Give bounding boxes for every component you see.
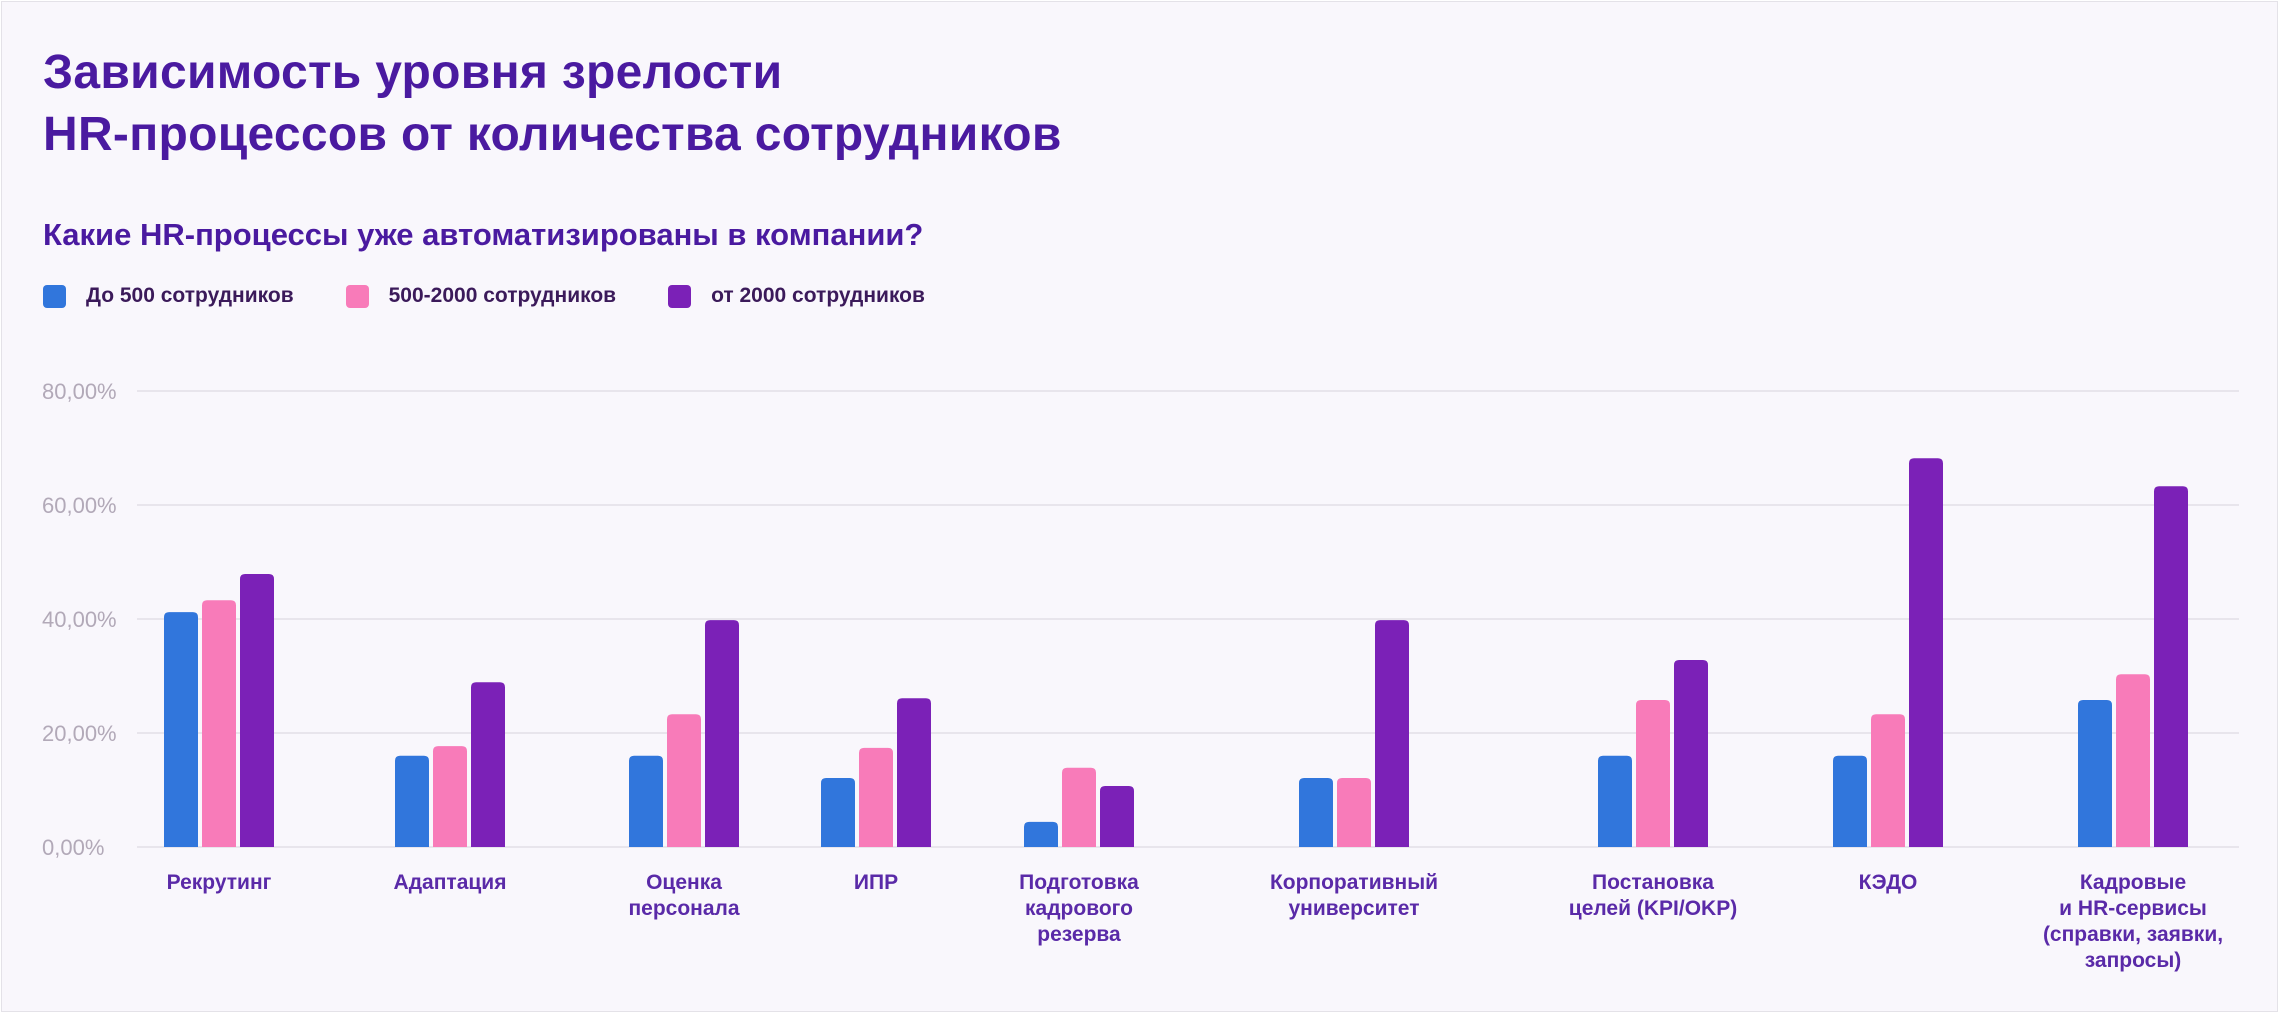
x-category-label-line: Оценка — [646, 871, 722, 894]
x-category-label-line: кадрового — [1025, 897, 1133, 920]
title-line-2: HR-процессов от количества сотрудников — [43, 108, 1062, 161]
legend-swatch-purple — [668, 284, 692, 308]
title-line-1: Зависимость уровня зрелости — [43, 46, 783, 99]
x-category-label: Корпоративный университет — [1270, 871, 1438, 920]
x-category-label-line: и HR-сервисы — [2059, 897, 2207, 920]
x-category-label-line: резерва — [1037, 923, 1121, 946]
bar — [667, 714, 701, 847]
bar — [471, 682, 505, 847]
x-category-label-line: ИПР — [854, 871, 898, 894]
legend-label: До 500 сотрудников — [86, 284, 294, 307]
bar — [1337, 778, 1371, 847]
bar — [1674, 660, 1708, 847]
x-category-label-line: (справки, заявки, — [2043, 923, 2223, 946]
x-category-label: ИПР — [854, 871, 898, 894]
x-category-label-line: Кадровые — [2080, 871, 2186, 894]
bar — [897, 698, 931, 847]
bar — [1598, 755, 1632, 847]
bar — [1100, 786, 1134, 847]
legend-item-over-2000: от 2000 сотрудников — [668, 284, 925, 308]
x-category-label-line: университет — [1289, 897, 1420, 920]
bar — [1636, 699, 1670, 847]
bar — [2116, 674, 2150, 847]
legend-label: от 2000 сотрудников — [711, 284, 925, 307]
x-category-label-line: запросы) — [2085, 949, 2182, 972]
bar — [164, 612, 198, 847]
bar — [859, 747, 893, 847]
x-category-label: Подготовка кадрового резерва — [1019, 871, 1139, 946]
y-tick-label: 60,00% — [42, 493, 117, 518]
legend-item-500-2000: 500-2000 сотрудников — [345, 284, 617, 308]
y-tick-label: 40,00% — [42, 607, 117, 632]
bar — [202, 600, 236, 847]
x-category-label-line: Подготовка — [1019, 871, 1139, 894]
bar — [240, 573, 274, 847]
bar — [1062, 767, 1096, 847]
bar — [1299, 778, 1333, 847]
x-category-label-line: Рекрутинг — [167, 871, 272, 894]
x-category-label-line: Корпоративный — [1270, 871, 1438, 894]
legend-item-under-500: До 500 сотрудников — [43, 284, 294, 308]
x-category-label-line: персонала — [628, 897, 739, 920]
bar — [1375, 620, 1409, 847]
chart-subtitle: Какие HR-процессы уже автоматизированы в… — [43, 217, 924, 252]
x-category-label-line: Адаптация — [394, 871, 507, 894]
x-category-label: КЭДО — [1859, 871, 1918, 894]
legend: До 500 сотрудников 500-2000 сотрудников … — [43, 284, 977, 308]
legend-label: 500-2000 сотрудников — [388, 284, 617, 307]
bar — [629, 755, 663, 847]
x-category-label: Оценка персонала — [628, 871, 739, 920]
x-category-label-line: целей (KPI/OKP) — [1569, 897, 1737, 920]
x-category-label: Постановка целей (KPI/OKP) — [1569, 871, 1737, 920]
page-title: Зависимость уровня зрелости HR-процессов… — [43, 42, 1062, 166]
x-category-label: Адаптация — [394, 871, 507, 894]
legend-swatch-pink — [345, 284, 369, 308]
y-tick-label: 0,00% — [42, 835, 104, 860]
bar — [821, 778, 855, 847]
y-tick-label: 20,00% — [42, 721, 117, 746]
bar — [1909, 458, 1943, 847]
bar — [1833, 755, 1867, 847]
x-category-label-line: КЭДО — [1859, 871, 1918, 894]
x-category-label-line: Постановка — [1592, 871, 1714, 894]
bar — [2078, 699, 2112, 847]
bar — [433, 746, 467, 847]
x-category-label: Кадровые и HR-сервисы (справки, заявки, зап… — [2043, 871, 2223, 972]
legend-swatch-blue — [43, 284, 66, 308]
x-category-label: Рекрутинг — [167, 871, 272, 894]
bar — [705, 620, 739, 847]
y-tick-label: 80,00% — [42, 379, 117, 404]
bar — [1871, 714, 1905, 847]
bar — [395, 755, 429, 847]
bar — [2154, 486, 2188, 847]
bar — [1024, 821, 1058, 847]
